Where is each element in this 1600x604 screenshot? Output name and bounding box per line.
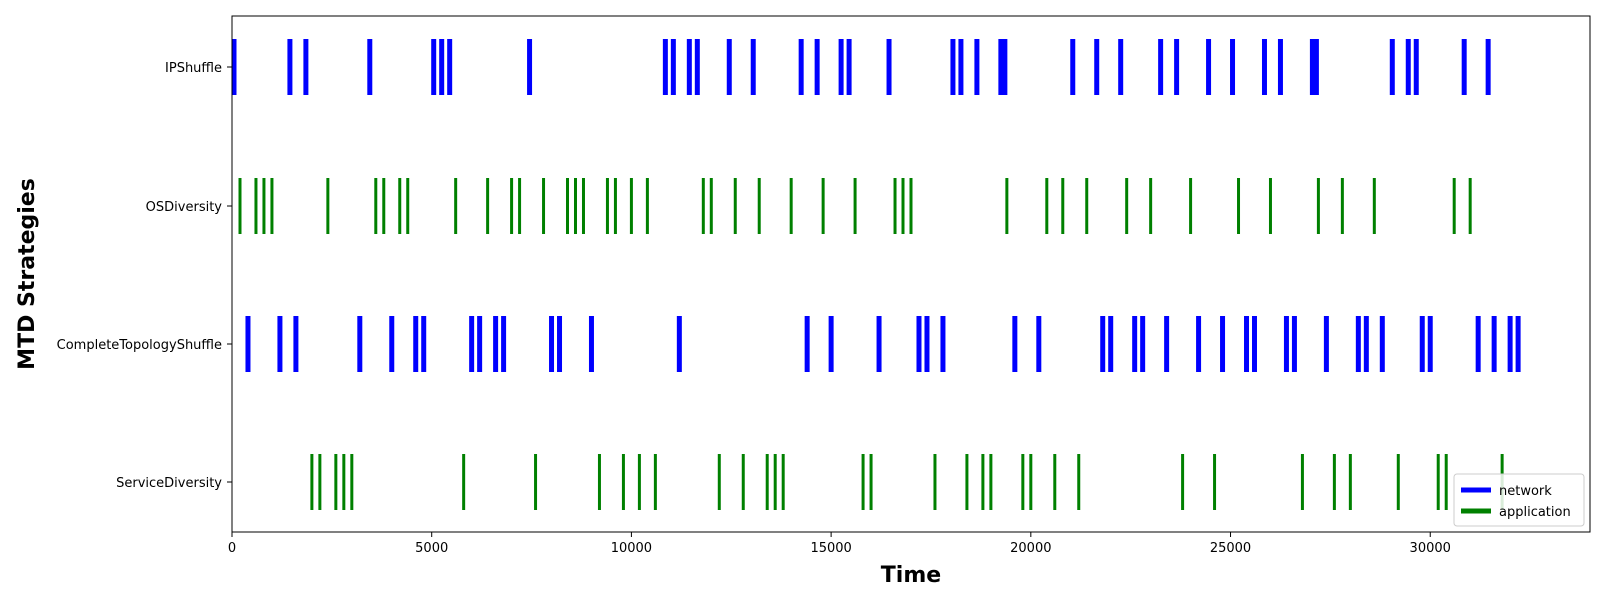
y-tick-label: OSDiversity <box>146 200 223 215</box>
x-axis-label: Time <box>881 563 941 588</box>
x-tick-label: 5000 <box>415 541 448 556</box>
plot-frame <box>231 15 1591 533</box>
x-tick-label: 25000 <box>1210 541 1251 556</box>
y-tick-label: IPShuffle <box>165 61 222 76</box>
x-tick-label: 0 <box>228 541 236 556</box>
y-tick-label: ServiceDiversity <box>116 476 222 491</box>
y-axis-label: MTD Strategies <box>15 178 40 370</box>
y-axis: IPShuffle OSDiversity CompleteTopologyShuf… <box>57 61 232 491</box>
legend-label: application <box>1499 505 1571 520</box>
x-tick-label: 30000 <box>1410 541 1451 556</box>
events-layer <box>231 39 1521 510</box>
x-tick-label: 20000 <box>1010 541 1051 556</box>
x-tick-label: 15000 <box>810 541 851 556</box>
x-tick-label: 10000 <box>611 541 652 556</box>
x-axis: 0 5000 10000 15000 20000 25000 30000 <box>228 532 1451 556</box>
legend-label: network <box>1499 484 1552 499</box>
y-tick-label: CompleteTopologyShuffle <box>57 338 222 353</box>
legend: network application <box>1453 473 1585 527</box>
